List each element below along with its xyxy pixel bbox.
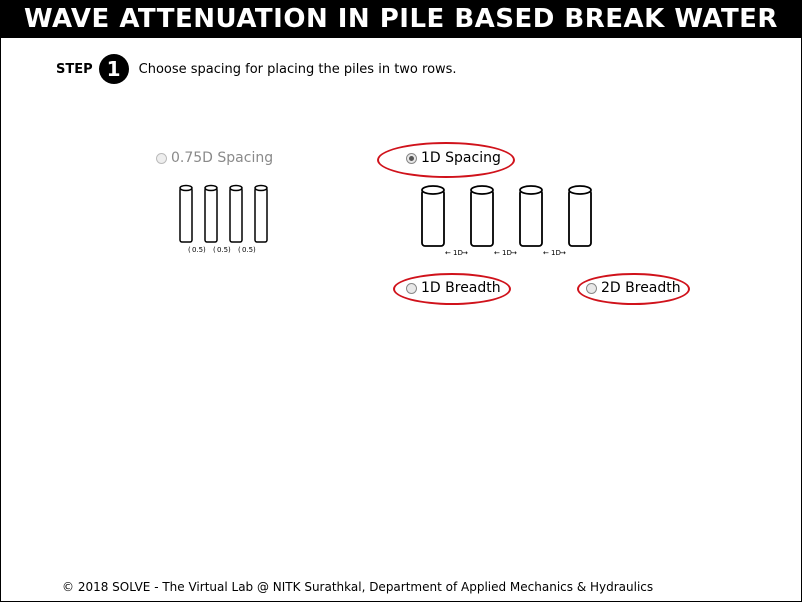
spacing-075d-label: 0.75D Spacing — [171, 150, 274, 166]
svg-text:(: ( — [213, 246, 216, 254]
spacing-1d-dim-2: 1D — [502, 249, 512, 257]
pile-diagram-075d: (0.5) (0.5) (0.5) — [179, 184, 268, 254]
svg-text:←: ← — [543, 249, 549, 257]
pile-1d-3 — [519, 185, 543, 247]
highlight-oval-1d-spacing — [377, 142, 515, 178]
breadth-1d-radio[interactable] — [406, 282, 417, 294]
svg-text:): ) — [253, 246, 256, 254]
spacing-dim-1: ( — [188, 246, 191, 254]
breadth-2d-label: 2D Breadth — [601, 280, 681, 296]
svg-text:←: ← — [494, 249, 500, 257]
spacing-dim-text-2: 0.5 — [217, 246, 228, 254]
svg-text:←: ← — [445, 249, 451, 257]
pile-075d-2 — [204, 184, 218, 243]
highlight-oval-1d-breadth — [393, 273, 511, 305]
svg-text:(: ( — [238, 246, 241, 254]
page-title: WAVE ATTENUATION IN PILE BASED BREAK WAT… — [0, 0, 802, 38]
pile-1d-4 — [568, 185, 592, 247]
step-indicator: STEP 1 Choose spacing for placing the pi… — [56, 54, 457, 84]
spacing-dim-text-3: 0.5 — [242, 246, 253, 254]
footer-copyright: © 2018 SOLVE - The Virtual Lab @ NITK Su… — [62, 580, 654, 594]
breadth-2d-radio[interactable] — [586, 282, 597, 294]
step-instruction: Choose spacing for placing the piles in … — [138, 61, 457, 77]
breadth-1d-option[interactable]: 1D Breadth — [406, 280, 501, 296]
breadth-1d-label: 1D Breadth — [421, 280, 501, 296]
spacing-1d-label: 1D Spacing — [421, 150, 501, 166]
pile-1d-2 — [470, 185, 494, 247]
pile-075d-4 — [254, 184, 268, 243]
spacing-075d-option: 0.75D Spacing — [156, 150, 273, 166]
svg-text:): ) — [203, 246, 206, 254]
svg-text:→: → — [560, 249, 566, 257]
pile-diagram-1d: ← 1D → ← 1D → ← 1D → — [421, 185, 592, 257]
spacing-dim-text-1: 0.5 — [192, 246, 203, 254]
breadth-2d-option[interactable]: 2D Breadth — [586, 280, 681, 296]
svg-text:): ) — [228, 246, 231, 254]
spacing-075d-radio — [156, 152, 167, 164]
svg-text:→: → — [462, 249, 468, 257]
step-label: STEP — [56, 61, 93, 77]
step-number-badge: 1 — [98, 54, 129, 84]
highlight-oval-2d-breadth — [577, 273, 690, 305]
spacing-1d-option[interactable]: 1D Spacing — [406, 150, 501, 166]
spacing-1d-dim-3: 1D — [551, 249, 561, 257]
spacing-1d-dim-1: 1D — [453, 249, 463, 257]
pile-1d-1 — [421, 185, 445, 247]
pile-075d-1 — [179, 184, 193, 243]
pile-075d-3 — [229, 184, 243, 243]
spacing-1d-radio[interactable] — [406, 152, 417, 164]
svg-text:→: → — [511, 249, 517, 257]
